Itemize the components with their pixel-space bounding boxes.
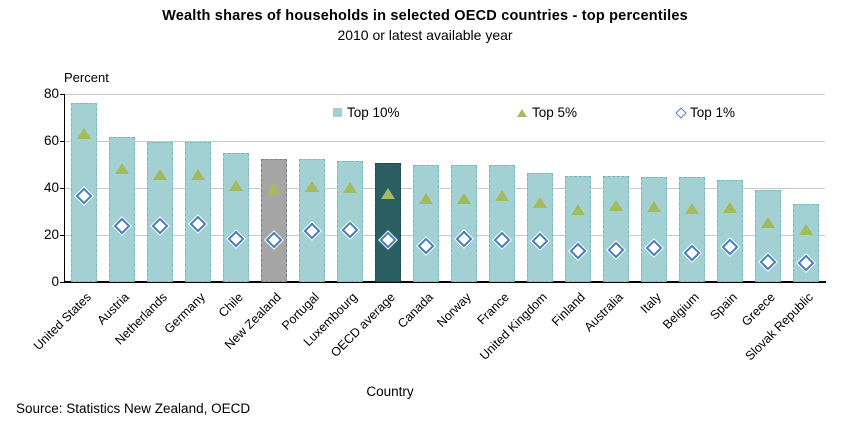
x-axis-title: Country: [366, 384, 414, 399]
legend-item-top10: Top 10%: [333, 105, 400, 120]
top5-marker-spain: [723, 201, 737, 213]
legend-item-top1: Top 1%: [675, 105, 736, 120]
bar-spain: [717, 179, 743, 282]
gridline-20: [65, 234, 825, 236]
bar-norway: [451, 164, 477, 282]
y-axis-unit-label: Percent: [64, 70, 109, 85]
legend: Top 10% Top 5% Top 1%: [65, 105, 825, 125]
top5-marker-luxembourg: [343, 182, 357, 193]
top5-marker-united-states: [77, 127, 91, 139]
y-tick-mark: [60, 282, 65, 283]
top5-marker-greece: [761, 217, 775, 229]
y-tick-mark: [60, 188, 65, 189]
bar-canada: [413, 164, 439, 282]
top10-square-icon: [333, 108, 342, 117]
bar-slovak-republic: [793, 204, 819, 282]
top5-marker-austria: [115, 163, 129, 175]
top5-marker-portugal: [305, 180, 319, 192]
bar-austria: [109, 137, 135, 282]
legend-label-top1: Top 1%: [690, 105, 736, 120]
top5-marker-germany: [191, 169, 205, 181]
y-tick-mark: [60, 141, 65, 142]
top5-marker-italy: [647, 200, 661, 212]
top5-triangle-icon: [517, 108, 527, 117]
bar-finland: [565, 176, 591, 282]
top5-marker-france: [495, 190, 509, 202]
y-tick-mark: [60, 94, 65, 95]
top5-marker-norway: [457, 192, 471, 204]
top5-marker-netherlands: [153, 169, 167, 181]
bar-italy: [641, 177, 667, 282]
bar-oecd-average: [375, 163, 401, 282]
bar-portugal: [299, 158, 325, 282]
top5-marker-belgium: [685, 203, 699, 215]
top5-marker-new-zealand: [267, 183, 281, 195]
top5-marker-chile: [229, 179, 243, 191]
y-tick-label-80: 80: [43, 86, 59, 101]
top5-marker-australia: [609, 199, 623, 211]
bar-new-zealand: [261, 158, 287, 282]
legend-label-top5: Top 5%: [532, 105, 578, 120]
gridline-60: [65, 140, 825, 142]
bar-chile: [223, 152, 249, 282]
top1-diamond-icon: [675, 106, 687, 119]
y-tick-label-0: 0: [51, 274, 59, 289]
source-note: Source: Statistics New Zealand, OECD: [16, 401, 251, 416]
bar-france: [489, 164, 515, 282]
y-tick-label-60: 60: [43, 133, 59, 148]
top5-marker-finland: [571, 204, 585, 216]
plot-area: Top 10% Top 5% Top 1%: [64, 93, 826, 283]
top5-marker-oecd-average: [381, 187, 395, 199]
bar-australia: [603, 176, 629, 282]
y-tick-label-40: 40: [43, 180, 59, 195]
bar-united-kingdom: [527, 172, 553, 282]
chart-title: Wealth shares of households in selected …: [162, 8, 688, 24]
gridline-80: [65, 93, 825, 95]
legend-label-top10: Top 10%: [347, 105, 400, 120]
bar-luxembourg: [337, 160, 363, 282]
y-tick-label-20: 20: [43, 227, 59, 242]
top5-marker-slovak-republic: [799, 224, 813, 236]
chart-subtitle: 2010 or latest available year: [337, 27, 513, 43]
bar-belgium: [679, 177, 705, 282]
legend-item-top5: Top 5%: [517, 105, 577, 120]
top5-marker-canada: [419, 192, 433, 204]
top5-marker-united-kingdom: [533, 197, 547, 209]
y-tick-mark: [60, 235, 65, 236]
bar-netherlands: [147, 142, 173, 282]
gridline-40: [65, 187, 825, 189]
bar-germany: [185, 142, 211, 282]
x-axis-line: [64, 281, 826, 283]
